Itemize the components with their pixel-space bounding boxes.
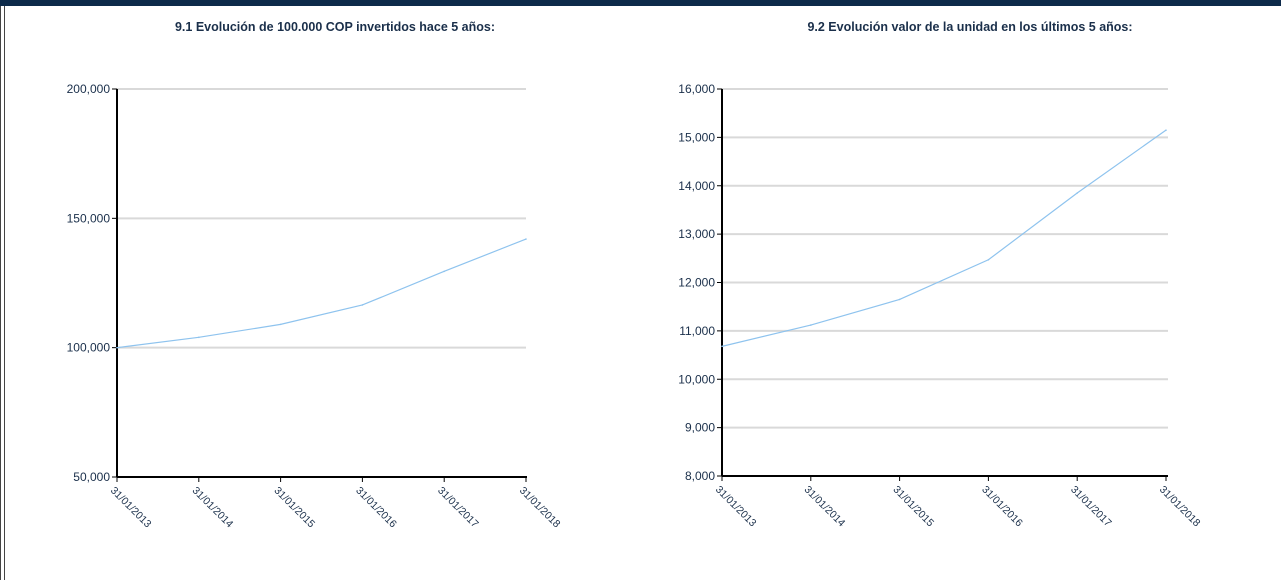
header-bar — [0, 0, 1281, 6]
chart-2-x-tick-label: 31/01/2016 — [979, 484, 1025, 530]
chart-1-data-point — [443, 270, 446, 273]
chart-2-y-tick-label: 15,000 — [678, 130, 715, 144]
chart-1-y-tick-label: 200,000 — [67, 82, 111, 96]
chart-2-data-point — [1076, 192, 1078, 194]
chart-1-x-tick-label: 31/01/2018 — [517, 485, 563, 531]
chart-1-data-point — [525, 238, 527, 240]
chart-2-x-tick-label: 31/01/2013 — [713, 484, 759, 530]
chart-2-y-tick-label: 9,000 — [685, 421, 715, 435]
chart-2-data-point — [810, 324, 812, 326]
chart-2-x-tick-label: 31/01/2014 — [802, 484, 848, 530]
chart-1-x-tick-label: 31/01/2016 — [353, 485, 399, 531]
chart-1-x-tick-label: 31/01/2014 — [190, 485, 236, 531]
chart-2-x-tick-label: 31/01/2018 — [1157, 484, 1203, 530]
chart-2-data-point — [898, 298, 901, 301]
chart-2-y-tick-label: 13,000 — [678, 227, 715, 241]
chart-2-series-line — [721, 129, 1167, 347]
chart-2-y-tick-label: 14,000 — [678, 179, 715, 193]
chart-1-x-tick-label: 31/01/2013 — [108, 485, 154, 531]
chart-2-x-tick-label: 31/01/2015 — [890, 484, 936, 530]
chart-1-series-line — [116, 238, 527, 349]
chart-1-x-tick-label: 31/01/2015 — [271, 485, 317, 531]
chart-1-data-point — [361, 304, 364, 306]
chart-1-x-tick-label: 31/01/2017 — [435, 485, 481, 531]
page-left-border — [0, 6, 5, 580]
chart-2-y-tick-label: 16,000 — [678, 82, 715, 96]
chart-2-data-point — [987, 258, 990, 261]
chart-1-y-tick-label: 150,000 — [67, 211, 111, 225]
chart-1-data-point — [198, 336, 200, 339]
chart-2-y-tick-label: 12,000 — [678, 276, 715, 290]
chart-1-y-tick-label: 50,000 — [73, 470, 110, 484]
chart-1-title: 9.1 Evolución de 100.000 COP invertidos … — [174, 20, 496, 34]
chart-2-title: 9.2 Evolución valor de la unidad en los … — [807, 20, 1133, 34]
chart-2-y-tick-label: 8,000 — [685, 469, 715, 483]
chart-2-y-tick-label: 11,000 — [679, 324, 715, 338]
chart-2-data-point — [721, 345, 723, 348]
chart-2-y-tick-label: 10,000 — [678, 372, 715, 386]
chart-1-y-tick-label: 100,000 — [67, 341, 111, 355]
chart-1-data-point — [116, 346, 118, 349]
chart-2-x-tick-label: 31/01/2017 — [1068, 484, 1114, 530]
chart-2-data-point — [1165, 129, 1167, 131]
chart-1-data-point — [279, 323, 282, 326]
